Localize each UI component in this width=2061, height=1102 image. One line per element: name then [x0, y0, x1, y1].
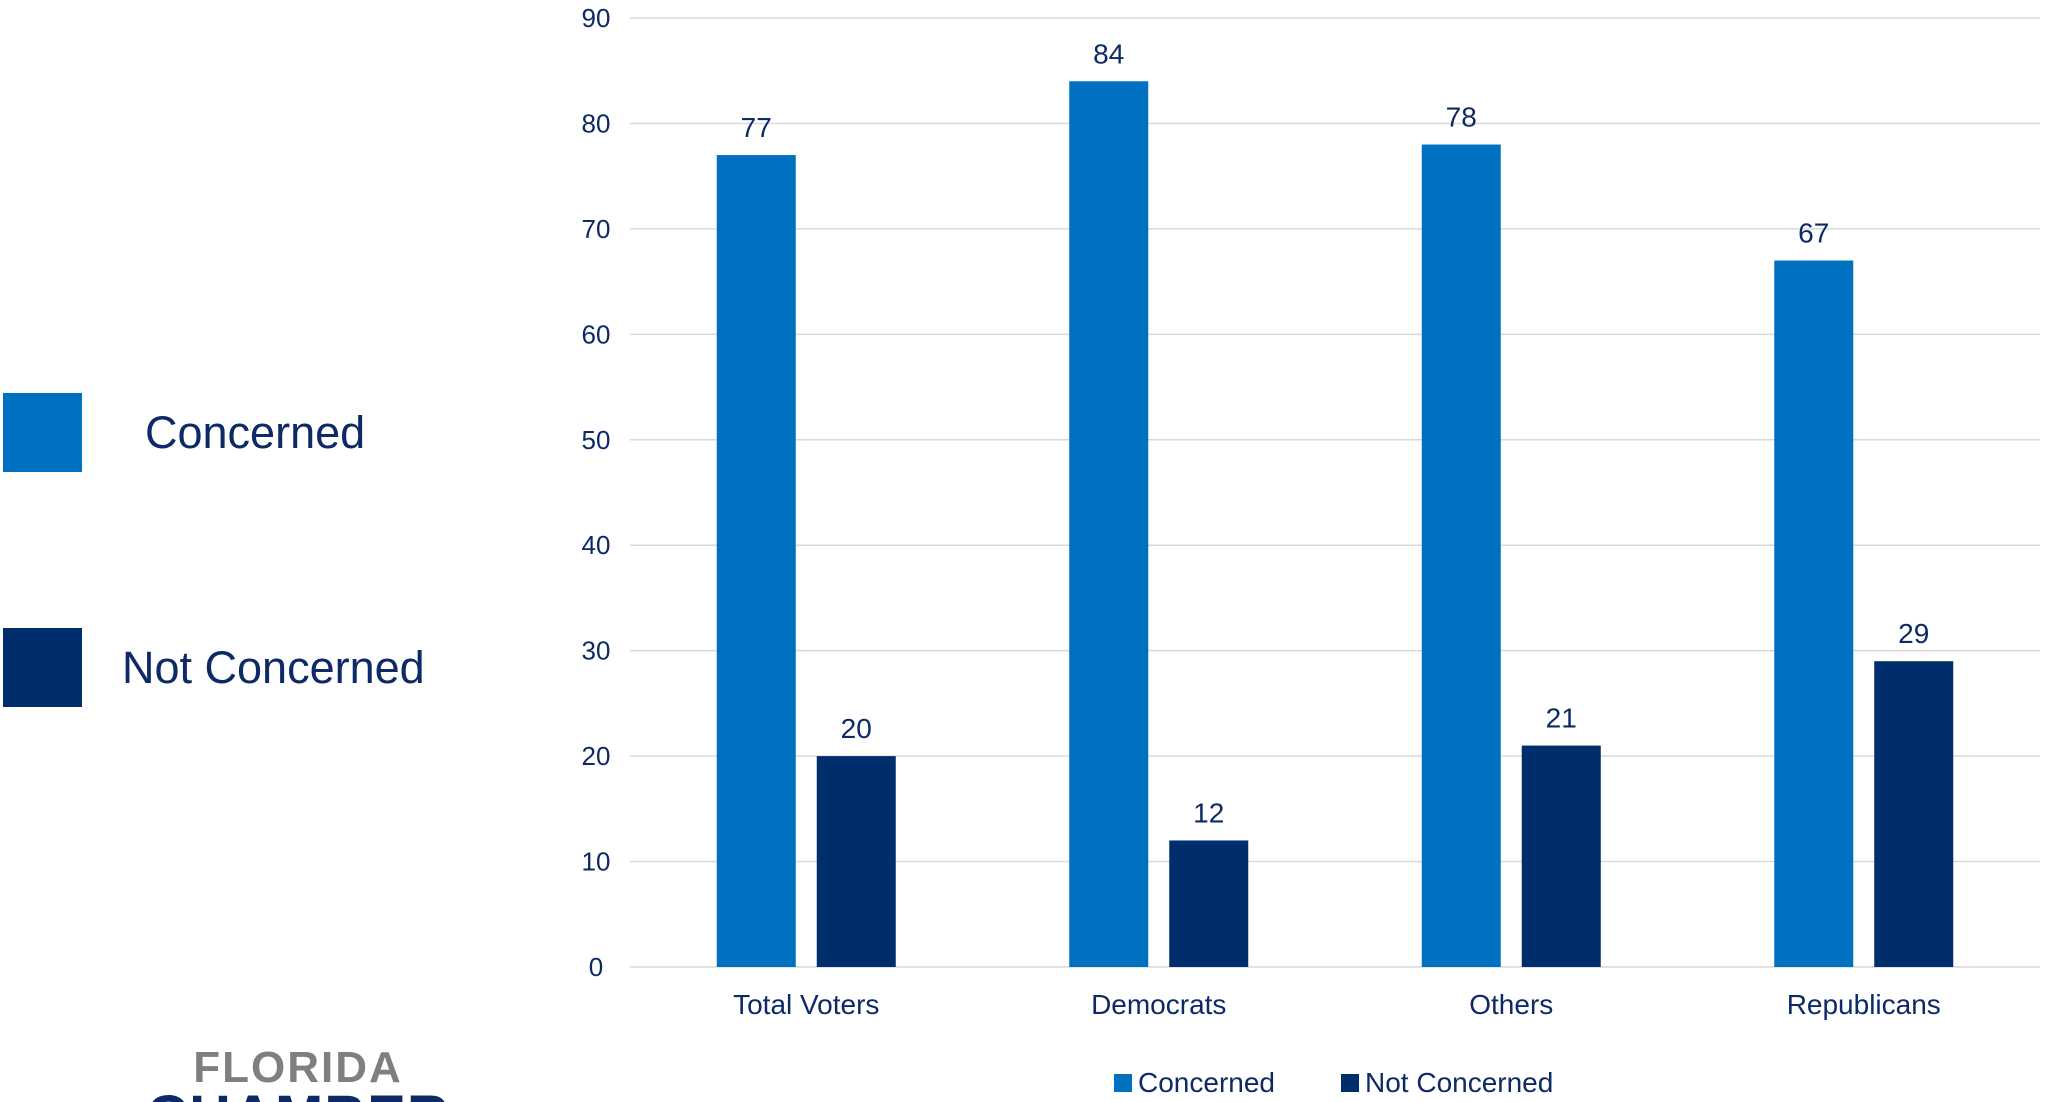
y-tick-label-90: 90	[582, 3, 611, 33]
category-label-others: Others	[1469, 989, 1553, 1020]
category-label-total-voters: Total Voters	[733, 989, 879, 1020]
data-labels: 77 20 84 12 78 21 67 29	[741, 38, 1930, 828]
y-tick-label-10: 10	[582, 847, 611, 877]
bar-total-voters-concerned	[717, 155, 796, 967]
data-label-others-not-concerned: 21	[1546, 703, 1577, 734]
legend-swatch-concerned	[1114, 1074, 1132, 1092]
y-tick-label-20: 20	[582, 741, 611, 771]
data-label-total-voters-not-concerned: 20	[841, 713, 872, 744]
bar-total-voters-not-concerned	[817, 756, 896, 967]
data-label-others-concerned: 78	[1446, 102, 1477, 133]
data-label-republicans-not-concerned: 29	[1898, 618, 1929, 649]
data-label-democrats-not-concerned: 12	[1193, 797, 1224, 828]
category-label-republicans: Republicans	[1787, 989, 1941, 1020]
bar-others-not-concerned	[1522, 746, 1601, 967]
x-axis-categories: Total Voters Democrats Others Republicans	[733, 989, 1941, 1020]
bar-republicans-concerned	[1774, 261, 1853, 967]
bottom-legend: Concerned Not Concerned	[1114, 1067, 1553, 1098]
y-tick-label-0: 0	[589, 952, 603, 982]
y-tick-label-80: 80	[582, 108, 611, 138]
y-tick-label-50: 50	[582, 425, 611, 455]
y-tick-label-30: 30	[582, 636, 611, 666]
y-tick-label-40: 40	[582, 530, 611, 560]
bar-democrats-concerned	[1069, 81, 1148, 967]
y-axis-ticks: 0 10 20 30 40 50 60 70 80 90	[582, 3, 611, 982]
data-label-republicans-concerned: 67	[1798, 218, 1829, 249]
data-label-democrats-concerned: 84	[1093, 38, 1124, 69]
legend-swatch-not-concerned	[1341, 1074, 1359, 1092]
legend-label-not-concerned: Not Concerned	[1365, 1067, 1553, 1098]
legend-label-concerned: Concerned	[1138, 1067, 1275, 1098]
y-tick-label-70: 70	[582, 214, 611, 244]
bar-republicans-not-concerned	[1874, 661, 1953, 967]
category-label-democrats: Democrats	[1091, 989, 1226, 1020]
y-tick-label-60: 60	[582, 319, 611, 349]
bar-others-concerned	[1422, 145, 1501, 967]
bar-democrats-not-concerned	[1169, 840, 1248, 967]
data-label-total-voters-concerned: 77	[741, 112, 772, 143]
bars	[717, 81, 1954, 967]
